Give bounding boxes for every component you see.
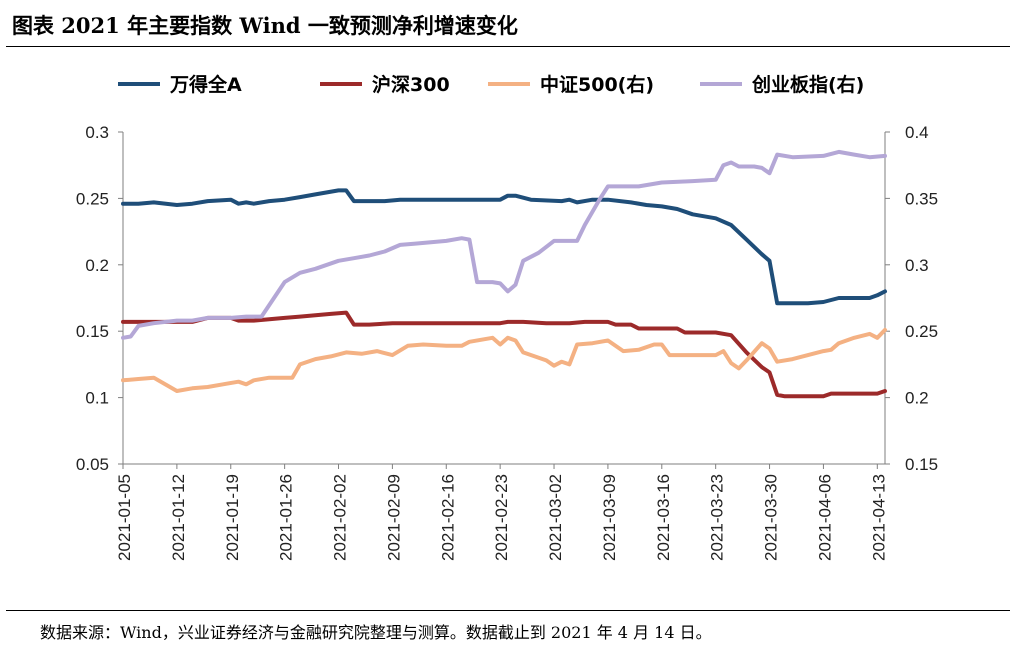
x-tick-label: 2021-04-06 (815, 474, 834, 561)
right-y-tick-label: 0.35 (905, 189, 938, 208)
source-note: 数据来源：Wind，兴业证券经济与金融研究院整理与测算。数据截止到 2021 年… (40, 623, 712, 642)
right-y-tick-label: 0.3 (905, 256, 929, 275)
left-y-tick-label: 0.05 (76, 455, 109, 474)
x-tick-label: 2021-01-26 (277, 474, 296, 561)
right-y-tick-label: 0.15 (905, 455, 938, 474)
title-divider (6, 46, 1010, 47)
chart-legend: 万得全A 沪深300 中证500(右) 创业板指(右) (118, 73, 864, 96)
x-tick-label: 2021-03-30 (762, 474, 781, 561)
series-line-3 (121, 149, 887, 340)
source-divider (6, 610, 1010, 611)
x-tick-label: 2021-01-12 (169, 474, 188, 561)
figure-title: 图表 2021 年主要指数 Wind 一致预测净利增速变化 (12, 13, 518, 38)
left-y-tick-label: 0.25 (76, 189, 109, 208)
x-tick-label: 2021-01-05 (115, 474, 134, 561)
x-tick-label: 2021-02-02 (331, 474, 350, 561)
legend-label-0: 万得全A (169, 73, 242, 96)
x-tick-label: 2021-03-16 (654, 474, 673, 561)
left-y-tick-label: 0.15 (76, 322, 109, 341)
line-chart: 万得全A 沪深300 中证500(右) 创业板指(右) 0.050.10.150.20… (76, 73, 938, 561)
legend-label-3: 创业板指(右) (751, 73, 864, 96)
left-y-tick-label: 0.2 (85, 256, 109, 275)
left-y-tick-label: 0.3 (85, 123, 109, 142)
legend-label-1: 沪深300 (372, 73, 450, 96)
series-line-1 (121, 310, 887, 399)
x-tick-label: 2021-03-23 (708, 474, 727, 561)
x-tick-label: 2021-02-16 (438, 474, 457, 561)
series-line-0 (121, 188, 887, 306)
series-line-2 (121, 327, 887, 393)
right-y-tick-label: 0.25 (905, 322, 938, 341)
right-y-tick-label: 0.4 (905, 123, 929, 142)
x-tick-label: 2021-02-23 (492, 474, 511, 561)
right-y-tick-label: 0.2 (905, 389, 929, 408)
x-tick-label: 2021-03-09 (600, 474, 619, 561)
x-tick-label: 2021-03-02 (546, 474, 565, 561)
left-y-tick-label: 0.1 (85, 389, 109, 408)
chart-axes: 0.05 0.1 0.15 0.2 0.25 0.3 0.15 0.2 0.25 0.3 0.35 0… (76, 123, 938, 561)
legend-label-2: 中证500(右) (540, 73, 654, 96)
chart-series (121, 149, 887, 399)
x-tick-label: 2021-02-09 (384, 474, 403, 561)
x-tick-label: 2021-04-13 (869, 474, 888, 561)
x-tick-label: 2021-01-19 (223, 474, 242, 561)
